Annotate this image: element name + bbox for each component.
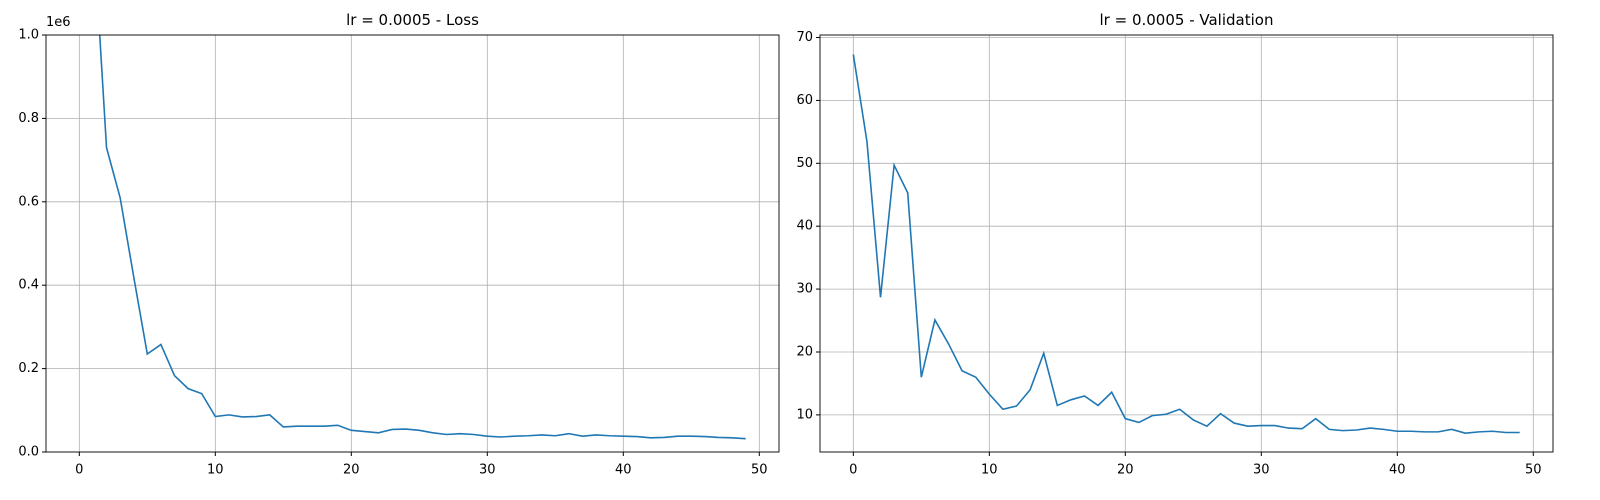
- y-tick-label: 20: [796, 344, 813, 359]
- x-tick-label: 40: [1389, 463, 1406, 478]
- axis-offset: 1e6: [46, 15, 71, 30]
- y-tick-label: 0.0: [18, 445, 39, 460]
- y-tick-label: 0.2: [18, 361, 39, 376]
- x-tick-label: 30: [479, 463, 496, 478]
- y-tick-label: 10: [796, 407, 813, 422]
- data-line: [98, 35, 746, 440]
- y-tick-label: 40: [796, 219, 813, 234]
- plot-frame: [45, 34, 780, 453]
- plot-frame: [819, 34, 1554, 453]
- y-tick-label: 1.0: [18, 28, 39, 43]
- chart-title: lr = 0.0005 - Loss: [346, 11, 479, 29]
- y-tick-label: 30: [796, 282, 813, 297]
- x-tick-label: 10: [207, 463, 224, 478]
- x-tick-label: 50: [751, 463, 768, 478]
- y-tick-label: 70: [796, 30, 813, 45]
- y-tick-label: 0.8: [18, 111, 39, 126]
- y-tick-label: 60: [796, 93, 813, 108]
- y-tick-label: 50: [796, 156, 813, 171]
- x-tick-label: 40: [615, 463, 632, 478]
- chart-title: lr = 0.0005 - Validation: [1100, 11, 1274, 29]
- x-tick-label: 30: [1253, 463, 1270, 478]
- y-tick-label: 0.4: [18, 278, 39, 293]
- x-tick-label: 10: [981, 463, 998, 478]
- x-tick-label: 20: [1117, 463, 1134, 478]
- x-tick-label: 0: [849, 463, 857, 478]
- x-tick-label: 20: [343, 463, 360, 478]
- x-tick-label: 50: [1525, 463, 1542, 478]
- y-tick-label: 0.6: [18, 194, 39, 209]
- data-line: [852, 54, 1520, 434]
- x-tick-label: 0: [75, 463, 83, 478]
